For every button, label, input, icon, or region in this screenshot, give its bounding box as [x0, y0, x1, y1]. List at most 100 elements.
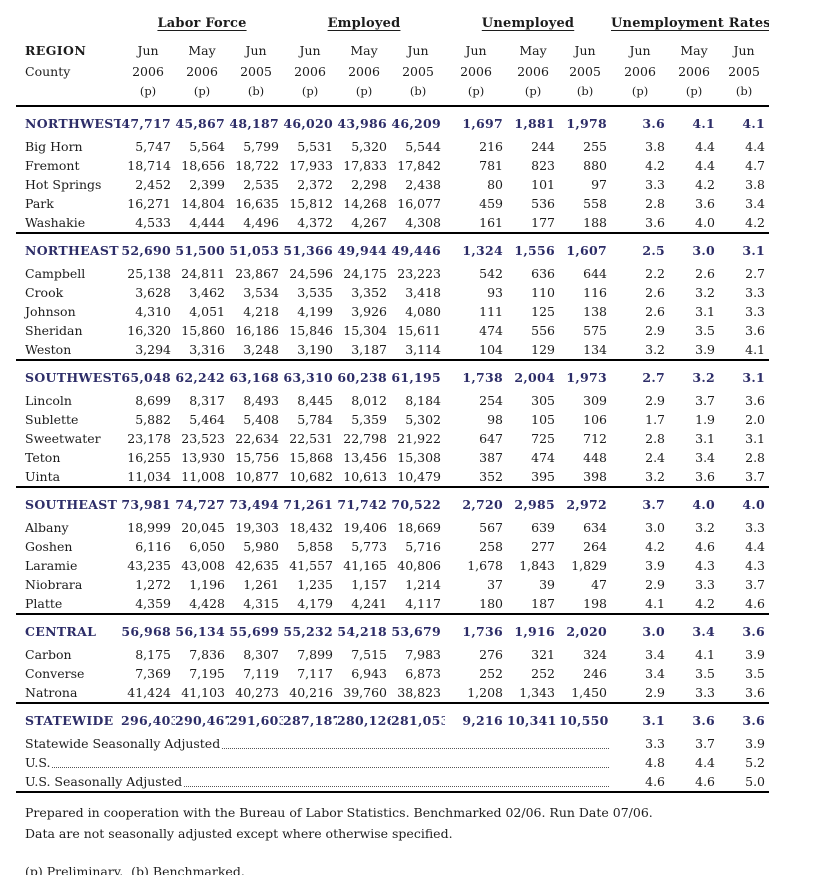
- rate-cell: 3.3: [695, 577, 716, 592]
- value-cell: 2,720: [445, 486, 508, 518]
- column-header-months: Jun: [299, 43, 321, 58]
- value-cell: 880: [583, 158, 608, 173]
- rate-cell: 4.7: [745, 158, 766, 173]
- footer-notes: Prepared in cooperation with the Bureau …: [16, 793, 802, 875]
- value-cell: 16,186: [235, 323, 280, 338]
- statewide-extra-cell: U.S. Seasonally Adjusted: [16, 772, 612, 793]
- county-label: Teton: [25, 450, 61, 465]
- value-cell: 43,235: [127, 558, 171, 573]
- value-cell: 5,464: [189, 412, 225, 427]
- value-cell: 639: [531, 520, 556, 535]
- value-cell: 4,428: [189, 596, 225, 611]
- value-cell: 636: [531, 266, 556, 281]
- value-cell: 15,860: [181, 323, 225, 338]
- value-cell: 1,881: [507, 105, 560, 137]
- value-cell: 3,462: [189, 285, 225, 300]
- value-cell: 3,190: [297, 342, 334, 357]
- rate-cell: 5.0: [719, 772, 770, 793]
- value-cell: 16,077: [397, 196, 442, 211]
- value-cell: 187: [531, 596, 556, 611]
- value-cell: 43,008: [181, 558, 225, 573]
- value-cell: 47,717: [121, 105, 175, 137]
- marks-header-spacer: [16, 82, 121, 106]
- value-cell: 63,168: [229, 359, 284, 391]
- rate-cell: 3.0: [611, 613, 670, 645]
- value-cell: 15,304: [343, 323, 388, 338]
- rate-cell: 2.9: [645, 577, 666, 592]
- value-cell: 2,399: [189, 177, 225, 192]
- rate-cell: 4.3: [745, 558, 766, 573]
- marks-header-row: (p) (p) (b) (p) (p) (b) (p) (p) (b) (p) (p) (b): [16, 82, 769, 106]
- footer-note-seasonal: Data are not seasonally adjusted except …: [25, 826, 453, 841]
- table-row: Washakie 4,533 4,444 4,496 4,372 4,267 4,308 16…: [16, 213, 769, 233]
- group-header-labor-force: Labor Force: [157, 16, 247, 31]
- rate-cell: 3.3: [745, 520, 766, 535]
- rate-cell: 3.6: [695, 469, 716, 484]
- value-cell: 644: [583, 266, 608, 281]
- rate-cell: 4.4: [695, 158, 716, 173]
- rate-cell: 3.1: [745, 431, 766, 446]
- column-header-years: 2005: [728, 64, 760, 79]
- table-row: Lincoln 8,699 8,317 8,493 8,445 8,012 8,184 254…: [16, 391, 769, 410]
- rate-cell: 4.6: [695, 539, 716, 554]
- column-header-years: 2006: [517, 64, 549, 79]
- value-cell: 575: [583, 323, 608, 338]
- table-row: Converse 7,369 7,195 7,119 7,117 6,943 6,873 25…: [16, 664, 769, 683]
- column-header-months: Jun: [137, 43, 159, 58]
- value-cell: 4,218: [243, 304, 280, 319]
- rate-cell: 4.2: [645, 539, 666, 554]
- value-cell: 823: [531, 158, 556, 173]
- region-label: STATEWIDE: [16, 702, 121, 734]
- column-header-months: Jun: [407, 43, 429, 58]
- value-cell: 1,261: [243, 577, 280, 592]
- value-cell: 2,972: [559, 486, 612, 518]
- value-cell: 3,294: [135, 342, 171, 357]
- value-cell: 3,187: [351, 342, 388, 357]
- value-cell: 7,515: [351, 647, 388, 662]
- column-header-months: Jun: [629, 43, 651, 58]
- year-header-row: County 2006 2006 2005 2006 2006 2005 2006 2006 2…: [16, 61, 769, 82]
- value-cell: 18,656: [181, 158, 225, 173]
- value-cell: 2,535: [243, 177, 280, 192]
- value-cell: 2,372: [297, 177, 334, 192]
- table-row: Big Horn 5,747 5,564 5,799 5,531 5,320 5,544 21…: [16, 137, 769, 156]
- value-cell: 19,406: [343, 520, 388, 535]
- rate-cell: 4.1: [695, 647, 716, 662]
- value-cell: 10,877: [235, 469, 280, 484]
- rate-cell: 3.8: [745, 177, 766, 192]
- rate-cell: 3.8: [645, 139, 666, 154]
- column-header-marks: (p): [139, 84, 157, 98]
- rate-cell: 3.9: [745, 647, 766, 662]
- value-cell: 11,034: [127, 469, 171, 484]
- table-row: CENTRAL 56,968 56,134 55,699 55,232 54,218 53,…: [16, 613, 770, 645]
- value-cell: 24,175: [343, 266, 388, 281]
- rate-cell: 2.9: [645, 685, 666, 700]
- value-cell: 62,242: [175, 359, 229, 391]
- value-cell: 5,799: [243, 139, 280, 154]
- value-cell: 15,868: [289, 450, 334, 465]
- value-cell: 305: [531, 393, 556, 408]
- value-cell: 5,858: [297, 539, 334, 554]
- value-cell: 25,138: [127, 266, 171, 281]
- value-cell: 49,944: [337, 232, 392, 264]
- value-cell: 161: [479, 215, 504, 230]
- column-header-years: 2006: [132, 64, 164, 79]
- value-cell: 180: [479, 596, 504, 611]
- table-row: Weston 3,294 3,316 3,248 3,190 3,187 3,114 104 1…: [16, 340, 769, 360]
- value-cell: 63,310: [283, 359, 338, 391]
- table-row: Campbell 25,138 24,811 23,867 24,596 24,175 23…: [16, 264, 769, 283]
- county-label: Laramie: [25, 558, 78, 573]
- value-cell: 7,899: [297, 647, 334, 662]
- value-cell: 21,922: [397, 431, 442, 446]
- value-cell: 51,366: [283, 232, 338, 264]
- value-cell: 5,320: [351, 139, 388, 154]
- value-cell: 125: [531, 304, 556, 319]
- value-cell: 5,408: [243, 412, 280, 427]
- rate-cell: 2.6: [645, 285, 666, 300]
- rate-cell: 4.6: [669, 772, 720, 793]
- rate-cell: 4.1: [669, 105, 720, 137]
- rate-cell: 3.4: [645, 666, 666, 681]
- rate-cell: 3.4: [669, 613, 720, 645]
- rate-cell: 4.1: [745, 342, 766, 357]
- value-cell: 17,933: [289, 158, 334, 173]
